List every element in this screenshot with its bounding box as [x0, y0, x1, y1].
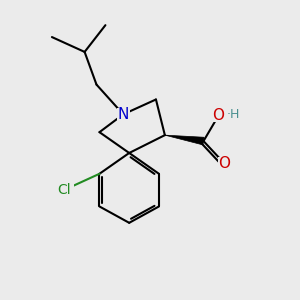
Text: N: N — [118, 107, 129, 122]
Text: O: O — [212, 108, 224, 123]
Text: O: O — [218, 156, 230, 171]
Polygon shape — [165, 135, 204, 145]
Text: ·H: ·H — [226, 108, 240, 122]
Text: Cl: Cl — [57, 183, 70, 197]
FancyBboxPatch shape — [53, 184, 74, 197]
FancyBboxPatch shape — [218, 157, 231, 170]
FancyBboxPatch shape — [212, 109, 242, 122]
FancyBboxPatch shape — [117, 108, 130, 121]
